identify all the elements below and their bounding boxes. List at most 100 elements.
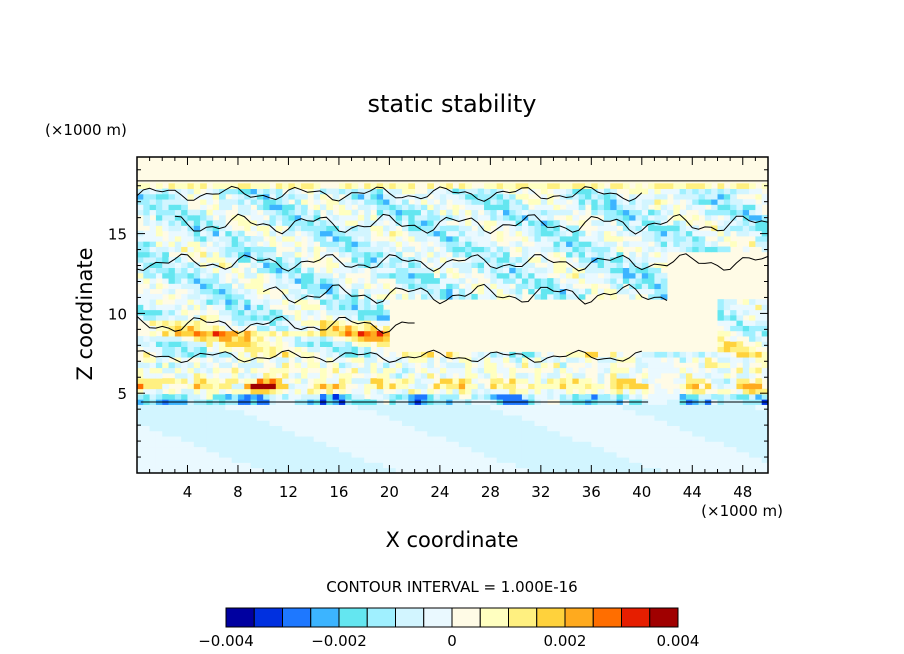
- field-cell: [736, 367, 744, 374]
- field-cell: [622, 467, 630, 474]
- field-cell: [547, 293, 554, 300]
- field-cell: [149, 394, 157, 400]
- field-cell: [402, 446, 409, 453]
- field-cell: [383, 446, 390, 453]
- field-cell: [389, 220, 397, 226]
- field-cell: [420, 378, 428, 384]
- field-cell: [231, 378, 239, 384]
- field-cell: [155, 199, 163, 205]
- field-cell: [420, 288, 428, 295]
- field-cell: [282, 467, 289, 474]
- field-cell: [263, 293, 270, 300]
- field-cell: [471, 199, 479, 205]
- field-cell: [610, 436, 617, 442]
- field-cell: [244, 236, 251, 242]
- field-cell: [200, 415, 207, 421]
- field-cell: [225, 293, 233, 300]
- field-cell: [521, 225, 529, 232]
- field-cell: [395, 257, 403, 263]
- field-cell: [616, 451, 624, 458]
- field-cell: [749, 309, 756, 316]
- field-cell: [351, 193, 359, 200]
- field-cell: [357, 257, 365, 263]
- field-cell: [389, 383, 397, 390]
- field-cell: [484, 225, 491, 232]
- field-cell: [622, 241, 630, 247]
- field-cell: [553, 262, 561, 268]
- field-cell: [673, 451, 681, 458]
- field-cell: [275, 394, 283, 400]
- field-cell: [174, 467, 182, 474]
- field-cell: [692, 404, 699, 411]
- field-cell: [319, 330, 327, 337]
- field-cell: [212, 293, 220, 300]
- field-cell: [174, 367, 182, 374]
- field-cell: [648, 357, 655, 363]
- field-cell: [338, 225, 346, 232]
- field-cell: [427, 225, 434, 232]
- field-cell: [629, 220, 636, 226]
- field-cell: [231, 236, 239, 242]
- field-cell: [137, 341, 144, 347]
- field-cell: [439, 441, 447, 448]
- field-cell: [269, 420, 277, 426]
- field-cell: [420, 367, 428, 374]
- field-cell: [237, 246, 245, 253]
- field-cell: [332, 320, 340, 326]
- field-cell: [395, 467, 403, 474]
- field-cell: [749, 425, 756, 432]
- field-cell: [736, 457, 744, 463]
- field-cell: [294, 193, 302, 200]
- field-cell: [761, 299, 769, 305]
- field-cell: [553, 462, 561, 469]
- field-cell: [313, 441, 321, 448]
- field-cell: [200, 362, 207, 369]
- field-cell: [338, 199, 346, 205]
- field-cell: [332, 230, 340, 237]
- field-cell: [414, 351, 422, 358]
- field-cell: [534, 378, 542, 384]
- field-cell: [200, 241, 207, 247]
- field-cell: [755, 420, 763, 426]
- field-cell: [660, 446, 668, 453]
- field-cell: [174, 351, 182, 358]
- field-cell: [685, 388, 693, 395]
- field-cell: [698, 457, 706, 463]
- field-cell: [458, 378, 466, 384]
- field-cell: [471, 257, 479, 263]
- field-cell: [521, 236, 529, 242]
- field-cell: [427, 436, 434, 442]
- colorbar-tick-label: −0.002: [311, 632, 367, 650]
- field-cell: [439, 409, 447, 416]
- field-cell: [364, 346, 371, 353]
- field-cell: [446, 351, 453, 358]
- field-cell: [187, 346, 195, 353]
- field-cell: [338, 346, 346, 353]
- field-cell: [484, 362, 491, 369]
- field-cell: [755, 383, 763, 390]
- field-cell: [294, 467, 302, 474]
- field-cell: [572, 293, 580, 300]
- field-cell: [566, 230, 573, 237]
- field-cell: [364, 362, 371, 369]
- field-cell: [465, 415, 472, 421]
- field-cell: [338, 330, 346, 337]
- field-cell: [654, 257, 662, 263]
- field-cell: [338, 288, 346, 295]
- field-cell: [288, 225, 296, 232]
- field-cell: [231, 409, 239, 416]
- field-cell: [534, 409, 542, 416]
- field-cell: [168, 204, 176, 211]
- field-cell: [446, 288, 453, 295]
- field-cell: [143, 420, 151, 426]
- field-cell: [559, 293, 567, 300]
- field-cell: [364, 283, 371, 290]
- field-cell: [307, 467, 315, 474]
- field-cell: [641, 246, 649, 253]
- field-cell: [572, 457, 580, 463]
- field-cell: [332, 409, 340, 416]
- field-cell: [187, 267, 195, 274]
- field-cell: [345, 199, 352, 205]
- field-cell: [332, 241, 340, 247]
- field-cell: [509, 257, 516, 263]
